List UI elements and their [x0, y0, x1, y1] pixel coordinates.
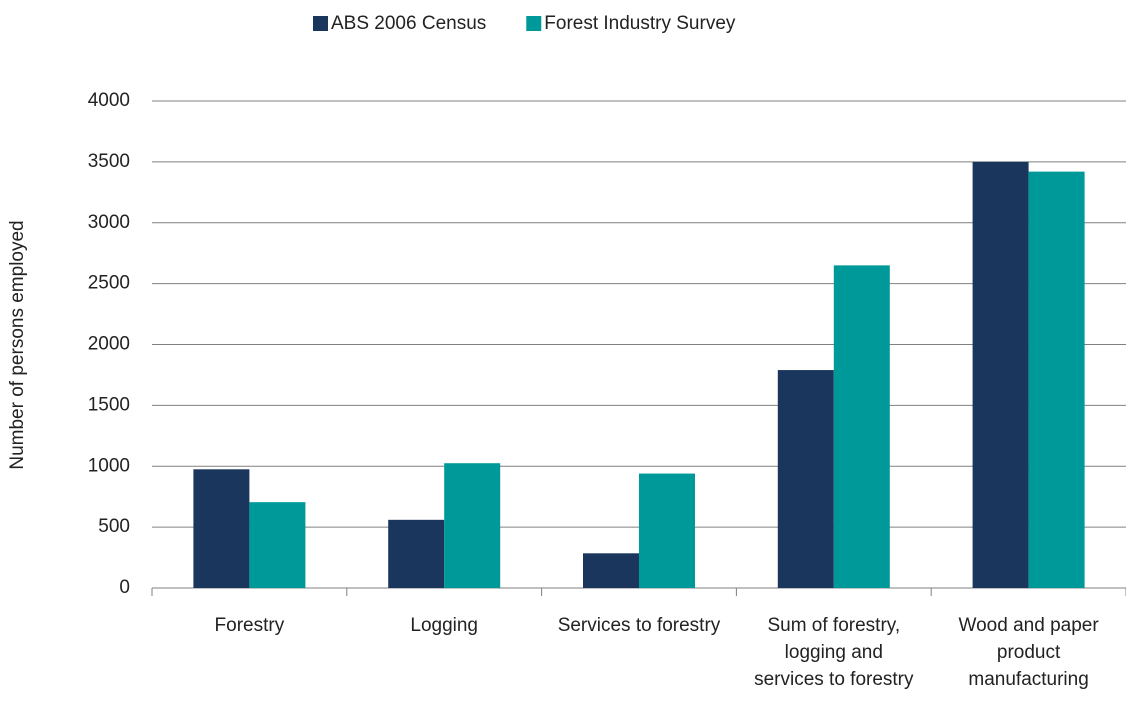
- bar: [972, 161, 1029, 588]
- x-tick-label: Logging: [410, 615, 478, 636]
- y-tick-label: 3500: [88, 151, 130, 172]
- bar: [639, 473, 695, 588]
- x-tick-label: Sum of forestry, logging and services to…: [754, 615, 914, 690]
- y-tick-label: 1500: [88, 394, 130, 415]
- legend-label: Forest Industry Survey: [544, 13, 736, 34]
- bar: [444, 463, 501, 588]
- y-axis-title: Number of persons employed: [7, 220, 28, 469]
- x-tick-label: Forestry: [214, 615, 285, 636]
- y-tick-label: 1000: [88, 455, 130, 476]
- y-tick-label: 3000: [88, 212, 130, 233]
- bar: [583, 553, 639, 588]
- x-tick-label: Wood and paper product manufacturing: [958, 615, 1099, 690]
- bar: [1028, 171, 1085, 589]
- bar: [777, 370, 834, 588]
- legend-swatch: [313, 16, 328, 31]
- y-tick-label: 4000: [88, 90, 130, 111]
- bar: [193, 469, 250, 588]
- y-tick-label: 500: [98, 516, 130, 537]
- y-tick-label: 2000: [88, 334, 130, 355]
- x-tick-label: Services to forestry: [557, 615, 721, 636]
- bar: [388, 519, 445, 588]
- legend-label: ABS 2006 Census: [331, 13, 486, 34]
- legend-swatch: [526, 16, 542, 31]
- bar: [249, 502, 306, 588]
- y-tick-label: 2500: [88, 273, 130, 294]
- bar: [833, 265, 890, 588]
- y-tick-label: 0: [119, 577, 130, 598]
